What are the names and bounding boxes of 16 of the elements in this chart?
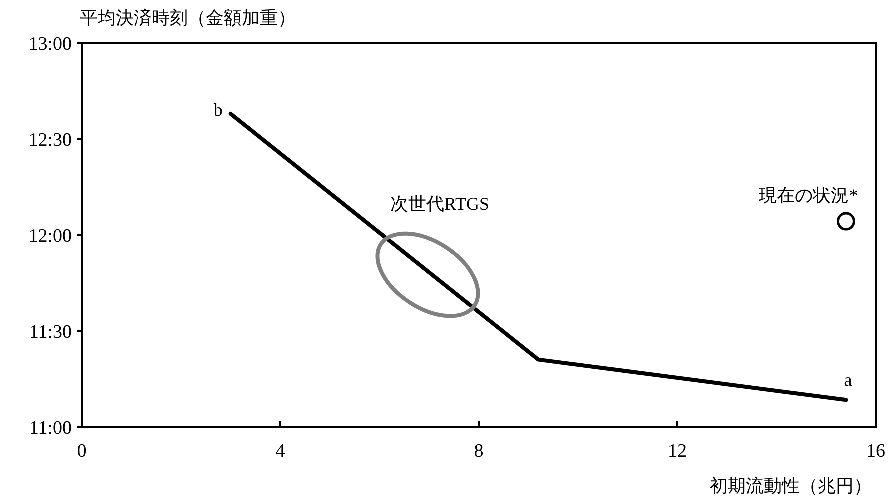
annotation: a: [844, 370, 852, 390]
y-tick-label: 11:00: [29, 418, 72, 439]
y-axis-title: 平均決済時刻（金額加重）: [80, 8, 296, 28]
x-axis-title: 初期流動性（兆円）: [710, 476, 872, 496]
x-tick-label: 0: [77, 441, 87, 462]
y-tick-label: 13:00: [28, 34, 72, 55]
annotation: 現在の状況*: [759, 186, 858, 206]
x-tick-label: 4: [276, 441, 286, 462]
x-tick-label: 12: [668, 441, 687, 462]
annotation: b: [214, 100, 223, 120]
y-tick-label: 12:00: [28, 226, 72, 247]
annotation: 次世代RTGS: [390, 194, 490, 214]
y-tick-label: 11:30: [29, 322, 72, 343]
x-tick-label: 16: [866, 441, 886, 462]
x-tick-label: 8: [474, 441, 484, 462]
y-tick-label: 12:30: [28, 130, 72, 151]
